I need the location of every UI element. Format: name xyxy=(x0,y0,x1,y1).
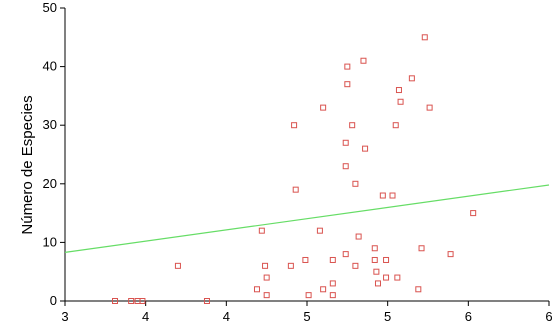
data-point xyxy=(371,256,378,263)
data-point xyxy=(352,180,359,187)
y-tick-label: 40 xyxy=(43,59,57,74)
data-point xyxy=(342,139,349,146)
data-point xyxy=(342,251,349,258)
data-point xyxy=(355,233,362,240)
data-point xyxy=(349,122,356,129)
y-tick-label: 0 xyxy=(50,293,57,308)
data-point xyxy=(342,163,349,170)
data-point xyxy=(418,245,425,252)
data-point xyxy=(128,298,135,304)
data-point xyxy=(389,192,396,199)
data-point xyxy=(263,292,270,299)
data-point xyxy=(421,34,428,41)
data-point xyxy=(447,251,454,258)
data-point xyxy=(395,87,402,94)
y-tick-label: 10 xyxy=(43,234,57,249)
data-points xyxy=(112,34,477,304)
data-point xyxy=(258,227,265,234)
x-ticks: 3 4 4 5 5 6 6 xyxy=(61,301,553,324)
data-point xyxy=(344,63,351,70)
data-point xyxy=(371,245,378,252)
x-tick-label: 5 xyxy=(303,309,310,324)
data-point xyxy=(379,192,386,199)
data-point xyxy=(383,256,390,263)
data-point xyxy=(305,292,312,299)
y-tick-label: 50 xyxy=(43,0,57,15)
data-point xyxy=(360,57,367,64)
data-point xyxy=(320,104,327,111)
data-point xyxy=(287,262,294,269)
data-point xyxy=(373,268,380,275)
data-point xyxy=(203,298,210,304)
data-point xyxy=(139,298,146,304)
y-tick-label: 30 xyxy=(43,117,57,132)
y-ticks: 0 10 20 30 40 50 xyxy=(43,0,65,308)
data-point xyxy=(470,210,477,217)
data-point xyxy=(344,81,351,88)
data-point xyxy=(415,286,422,293)
data-point xyxy=(329,292,336,299)
data-point xyxy=(392,122,399,129)
data-point xyxy=(397,98,404,105)
y-tick-label: 20 xyxy=(43,176,57,191)
data-point xyxy=(262,262,269,269)
data-point xyxy=(426,104,433,111)
data-point xyxy=(374,280,381,287)
data-point xyxy=(383,274,390,281)
data-point xyxy=(263,274,270,281)
x-tick-label: 3 xyxy=(61,309,68,324)
x-tick-label: 5 xyxy=(384,309,391,324)
data-point xyxy=(329,280,336,287)
data-point xyxy=(408,75,415,82)
data-point xyxy=(253,286,260,293)
data-point xyxy=(362,145,369,152)
data-point xyxy=(174,262,181,269)
x-tick-label: 6 xyxy=(465,309,472,324)
data-point xyxy=(292,186,299,193)
data-point xyxy=(352,262,359,269)
data-point xyxy=(394,274,401,281)
fit-line xyxy=(64,184,550,253)
data-point xyxy=(316,227,323,234)
data-point xyxy=(320,286,327,293)
data-point xyxy=(112,298,119,304)
data-point xyxy=(329,256,336,263)
y-axis-title: Número de Especies xyxy=(19,95,36,234)
x-tick-label: 6 xyxy=(545,309,552,324)
x-tick-label: 4 xyxy=(223,309,230,324)
data-point xyxy=(291,122,298,129)
data-point xyxy=(302,256,309,263)
x-tick-label: 4 xyxy=(142,309,149,324)
